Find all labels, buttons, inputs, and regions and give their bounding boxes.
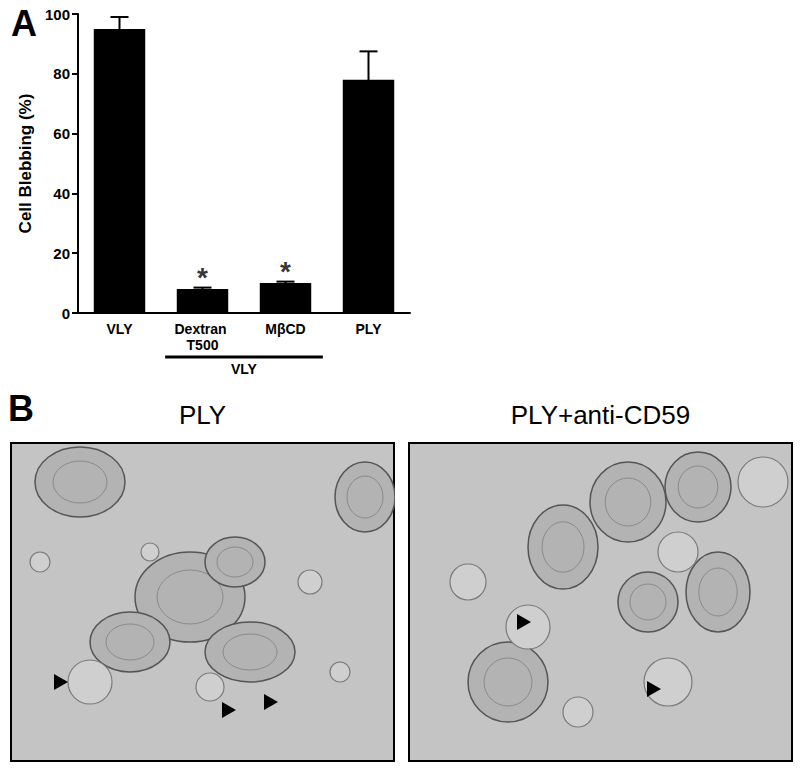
svg-text:Dextran: Dextran bbox=[174, 321, 230, 337]
svg-text:A: A bbox=[11, 3, 37, 44]
svg-text:*: * bbox=[280, 256, 291, 287]
svg-text:60: 60 bbox=[53, 125, 70, 142]
svg-text:80: 80 bbox=[53, 65, 70, 82]
svg-text:20: 20 bbox=[53, 245, 70, 262]
svg-text:MβCD: MβCD bbox=[265, 321, 305, 337]
svg-text:T500: T500 bbox=[187, 337, 219, 353]
svg-text:*: * bbox=[197, 262, 208, 293]
svg-text:100: 100 bbox=[45, 6, 70, 23]
svg-text:0: 0 bbox=[62, 305, 70, 322]
svg-text:VLY: VLY bbox=[231, 361, 258, 377]
svg-text:Cell Blebbing (%): Cell Blebbing (%) bbox=[16, 94, 35, 234]
html-text:PLY+anti-CD59: PLY+anti-CD59 bbox=[510, 400, 691, 430]
svg-text:PLY: PLY bbox=[356, 321, 383, 337]
svg-text:VLY: VLY bbox=[107, 321, 134, 337]
html-text:PLY: PLY bbox=[178, 400, 227, 430]
svg-text:40: 40 bbox=[53, 185, 70, 202]
html-text:B: B bbox=[8, 388, 34, 429]
